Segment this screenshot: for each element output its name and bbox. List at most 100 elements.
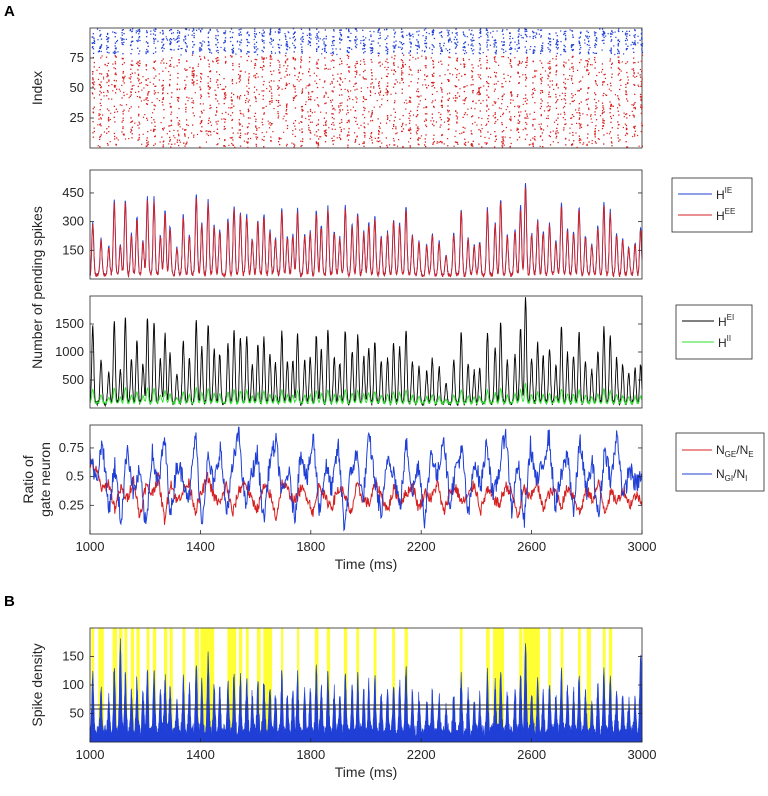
raster-spike (556, 39, 558, 41)
raster-spike (425, 118, 427, 120)
raster-spike (169, 139, 171, 141)
raster-spike (100, 118, 102, 120)
raster-spike (589, 64, 592, 66)
raster-spike (113, 79, 115, 82)
raster-spike (324, 57, 326, 59)
raster-spike (331, 123, 333, 125)
raster-spike (122, 76, 124, 78)
raster-spike (169, 83, 171, 86)
raster-spike (121, 84, 123, 86)
raster-spike (231, 56, 233, 58)
raster-spike (640, 44, 643, 47)
raster-spike (580, 59, 582, 61)
raster-spike (618, 28, 620, 30)
raster-spike (377, 52, 380, 54)
raster-spike (447, 64, 450, 66)
raster-spike (464, 63, 466, 65)
raster-spike (150, 30, 152, 32)
raster-spike (608, 88, 610, 90)
raster-spike (184, 88, 186, 90)
raster-spike (348, 134, 350, 136)
raster-spike (601, 127, 604, 130)
raster-spike (526, 134, 528, 136)
raster-spike (231, 142, 233, 145)
raster-spike (153, 42, 155, 44)
raster-spike (277, 88, 279, 90)
raster-spike (509, 59, 512, 61)
raster-spike (140, 100, 142, 102)
raster-spike (316, 61, 318, 63)
raster-spike (539, 126, 541, 128)
raster-spike (265, 105, 267, 107)
raster-spike (540, 114, 542, 116)
raster-spike (394, 83, 396, 85)
raster-spike (247, 126, 249, 128)
raster-spike (633, 83, 635, 86)
raster-spike (294, 107, 297, 109)
raster-spike (510, 60, 512, 63)
raster-spike (505, 108, 507, 111)
raster-spike (464, 144, 467, 146)
raster-spike (216, 106, 218, 109)
raster-spike (416, 31, 418, 33)
raster-spike (191, 72, 193, 74)
raster-spike (106, 73, 108, 75)
raster-spike (532, 142, 534, 144)
raster-spike (362, 35, 364, 38)
raster-spike (397, 66, 399, 68)
raster-spike (480, 35, 482, 38)
raster-spike (486, 99, 488, 101)
raster-spike (148, 91, 150, 93)
raster-spike (317, 142, 319, 144)
raster-spike (242, 113, 244, 115)
raster-spike (186, 60, 188, 62)
raster-spike (540, 82, 542, 85)
raster-spike (100, 45, 102, 47)
raster-spike (507, 74, 509, 76)
raster-spike (505, 80, 507, 83)
raster-spike (209, 131, 212, 133)
raster-spike (218, 74, 221, 76)
raster-spike (571, 100, 573, 102)
raster-spike (468, 29, 470, 31)
raster-spike (340, 78, 342, 81)
raster-spike (145, 52, 147, 55)
raster-spike (487, 131, 489, 133)
raster-spike (631, 41, 633, 43)
pending-i-ytick-label: 1000 (55, 344, 84, 359)
raster-spike (541, 76, 543, 79)
raster-spike (309, 98, 311, 100)
raster-spike (534, 69, 536, 72)
raster-spike (363, 61, 365, 63)
raster-spike (294, 68, 296, 70)
raster-spike (463, 34, 465, 36)
raster-spike (296, 79, 298, 81)
raster-spike (501, 30, 503, 32)
raster-spike (98, 83, 100, 86)
raster-spike (169, 125, 171, 127)
raster-spike (309, 108, 312, 111)
raster-spike (464, 41, 467, 43)
raster-spike (198, 28, 200, 30)
raster-spike (263, 112, 265, 114)
raster-spike (611, 105, 613, 107)
raster-spike (225, 60, 227, 63)
raster-spike (309, 132, 311, 134)
raster-spike (532, 96, 534, 98)
raster-spike (495, 76, 497, 78)
raster-spike (525, 51, 527, 53)
raster-spike (452, 74, 454, 76)
raster-spike (224, 128, 226, 130)
raster-spike (373, 40, 375, 42)
raster-spike (162, 144, 164, 146)
raster-spike (200, 31, 202, 33)
raster-spike (323, 95, 326, 97)
raster-spike (207, 44, 209, 47)
raster-spike (216, 111, 218, 113)
raster-spike (154, 69, 156, 71)
raster-spike (346, 63, 348, 66)
raster-spike (634, 40, 636, 42)
raster-spike (592, 52, 594, 54)
raster-spike (286, 44, 288, 46)
raster-spike (224, 47, 226, 49)
